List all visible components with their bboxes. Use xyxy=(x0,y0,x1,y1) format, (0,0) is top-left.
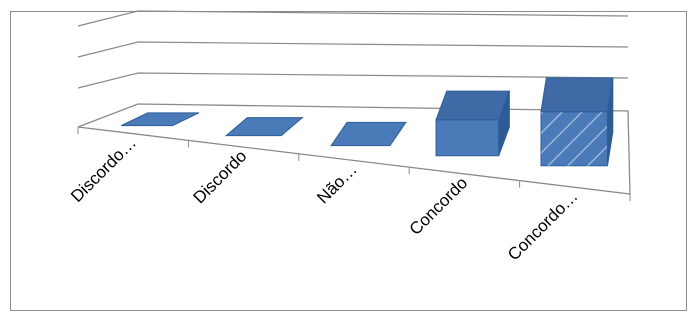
bars xyxy=(121,77,614,167)
bar-não-2 xyxy=(330,121,407,147)
gridline xyxy=(77,41,629,58)
category-label: Discordo xyxy=(190,146,251,207)
bar-concordo-3 xyxy=(435,90,511,157)
bar-discordo-0 xyxy=(121,112,200,127)
gridlines xyxy=(77,10,629,89)
bar-discordo-1 xyxy=(224,117,304,137)
category-label: Concordo… xyxy=(504,187,582,265)
category-label: Discordo… xyxy=(67,133,140,206)
category-label: Concordo xyxy=(406,173,472,239)
bar-concordo-4 xyxy=(540,77,614,167)
category-label: Não… xyxy=(313,160,361,208)
gridline xyxy=(77,72,629,89)
gridline xyxy=(77,10,629,27)
